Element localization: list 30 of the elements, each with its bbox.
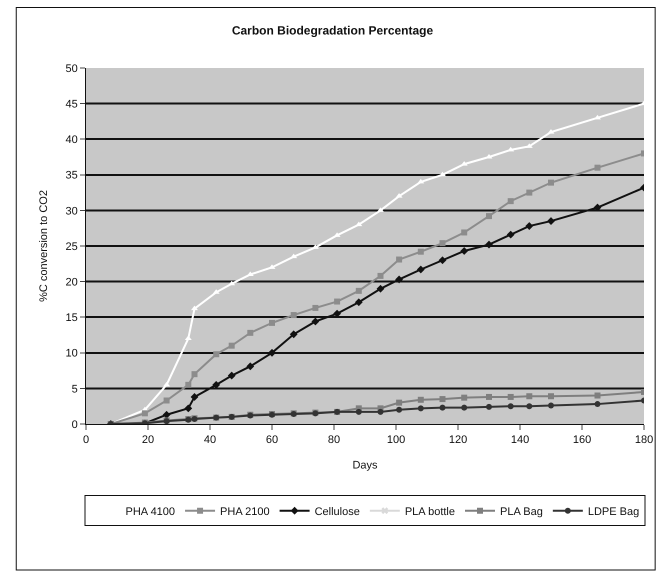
x-tick-label: 100: [386, 434, 406, 446]
y-tick-label: 0: [72, 418, 78, 431]
x-tick-label: 80: [328, 434, 340, 446]
y-axis-title: %C conversion to CO2: [38, 190, 50, 302]
x-tick-label: 140: [510, 434, 530, 446]
legend-label: PLA Bag: [500, 506, 543, 518]
y-tick-label: 25: [66, 240, 78, 253]
x-tick-label: 40: [204, 434, 216, 446]
y-tick-label: 35: [66, 170, 78, 182]
x-tick-label: 60: [266, 434, 278, 446]
legend-label: PLA bottle: [404, 506, 455, 518]
y-tick-label: 50: [66, 62, 78, 75]
y-tick-label: 5: [72, 383, 78, 396]
y-tick-label: 20: [66, 276, 78, 288]
legend-label: Cellulose: [314, 506, 360, 518]
legend-label: PHA 2100: [220, 506, 270, 518]
y-tick-label: 45: [66, 98, 78, 110]
y-tick-label: 10: [66, 348, 78, 360]
x-tick-label: 120: [448, 434, 468, 446]
text: PHA 4100: [126, 506, 176, 518]
x-tick-label: 0: [82, 434, 90, 446]
y-tick-label: 15: [66, 312, 78, 324]
chart-title: Carbon Biodegradation Percentage: [232, 24, 434, 38]
x-tick-label: 180: [634, 434, 654, 446]
legend-label: LDPE Bag: [588, 506, 640, 518]
y-tick-label: 30: [66, 205, 78, 218]
x-tick-label: 20: [142, 434, 154, 446]
x-axis-title: Days: [352, 459, 378, 472]
y-tick-label: 40: [66, 134, 78, 146]
x-tick-label: 160: [572, 434, 592, 446]
